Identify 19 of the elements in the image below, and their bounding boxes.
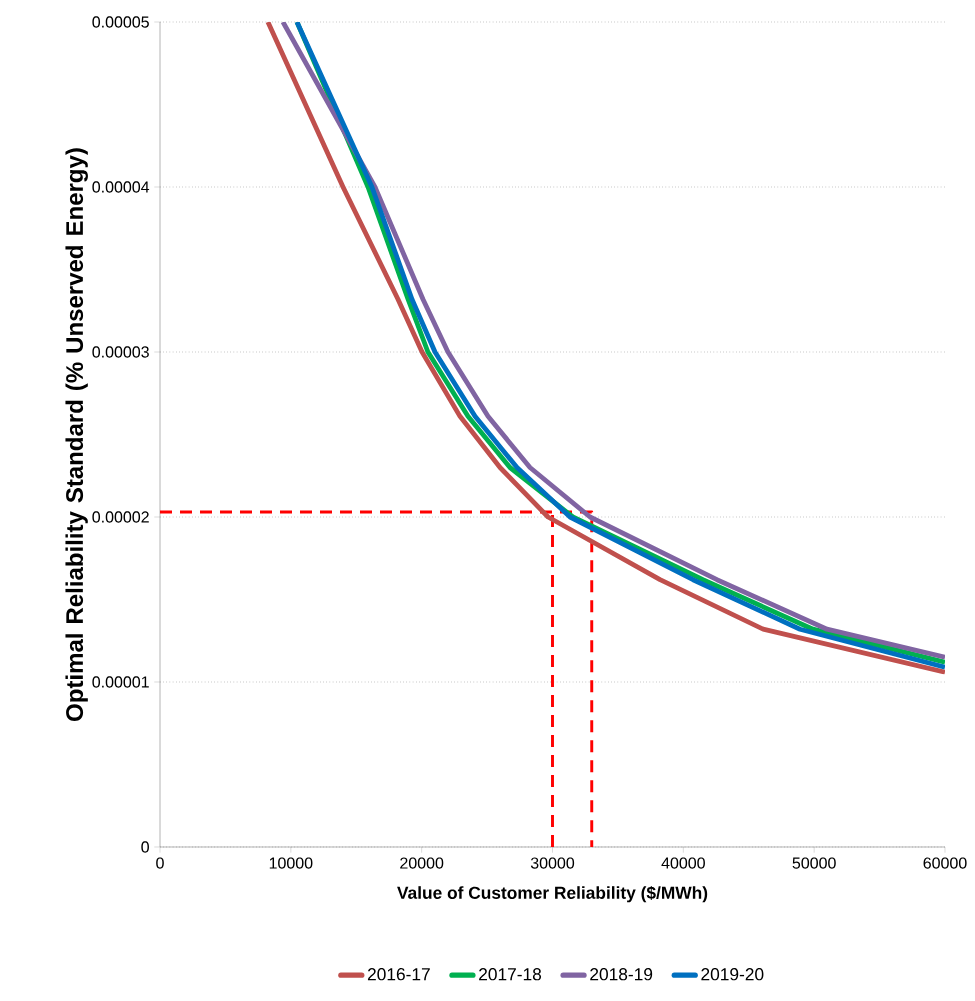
y-tick-label: 0.00002 [92, 511, 149, 523]
legend-label: 2019-20 [701, 968, 764, 981]
x-tick-label: 20000 [400, 857, 444, 869]
y-tick-label: 0.00004 [92, 181, 150, 193]
x-tick-label: 60000 [923, 857, 967, 869]
x-tick-label: 50000 [792, 857, 836, 869]
y-tick-label: 0.00001 [92, 676, 149, 688]
x-tick-label: 0 [156, 857, 164, 869]
x-tick-label: 30000 [530, 857, 575, 869]
y-tick-label: 0 [141, 841, 149, 853]
legend-label: 2017-18 [479, 968, 542, 981]
x-tick-label: 40000 [661, 857, 705, 869]
y-tick-label: 0.00005 [92, 16, 149, 28]
x-axis-title: Value of Customer Reliability ($/MWh) [397, 885, 708, 903]
x-tick-label: 10000 [269, 857, 313, 869]
legend-label: 2016-17 [367, 968, 430, 981]
y-axis-title: Optimal Reliability Standard (% Unserved Energy) [65, 148, 88, 721]
legend-label: 2018-19 [590, 968, 653, 981]
y-tick-label: 0.00003 [92, 346, 149, 358]
